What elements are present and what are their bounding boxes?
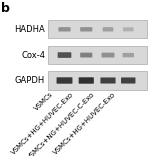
Text: b: b [2,2,10,15]
Text: VSMCs+HG+HUVEC-Exo: VSMCs+HG+HUVEC-Exo [11,91,75,156]
Text: VSMCs: VSMCs [33,91,54,112]
FancyBboxPatch shape [80,27,92,32]
FancyBboxPatch shape [57,77,72,84]
Bar [48,46,147,64]
FancyBboxPatch shape [102,53,114,57]
FancyBboxPatch shape [103,27,113,32]
FancyBboxPatch shape [58,52,71,58]
FancyBboxPatch shape [100,78,116,84]
FancyBboxPatch shape [58,27,71,32]
Text: GAPDH: GAPDH [15,76,45,85]
Text: Cox-4: Cox-4 [21,51,45,60]
Bar [48,71,147,90]
Text: VSMCs+NG+HUVEC-C-Exo: VSMCs+NG+HUVEC-C-Exo [26,91,96,156]
Text: VSMCs+HG+HUVEC-Exo: VSMCs+HG+HUVEC-Exo [52,91,117,156]
FancyBboxPatch shape [121,78,135,84]
FancyBboxPatch shape [79,77,94,84]
FancyBboxPatch shape [123,27,134,31]
FancyBboxPatch shape [123,53,134,57]
Bar [48,20,147,38]
Text: HADHA: HADHA [14,25,45,34]
FancyBboxPatch shape [80,53,92,57]
